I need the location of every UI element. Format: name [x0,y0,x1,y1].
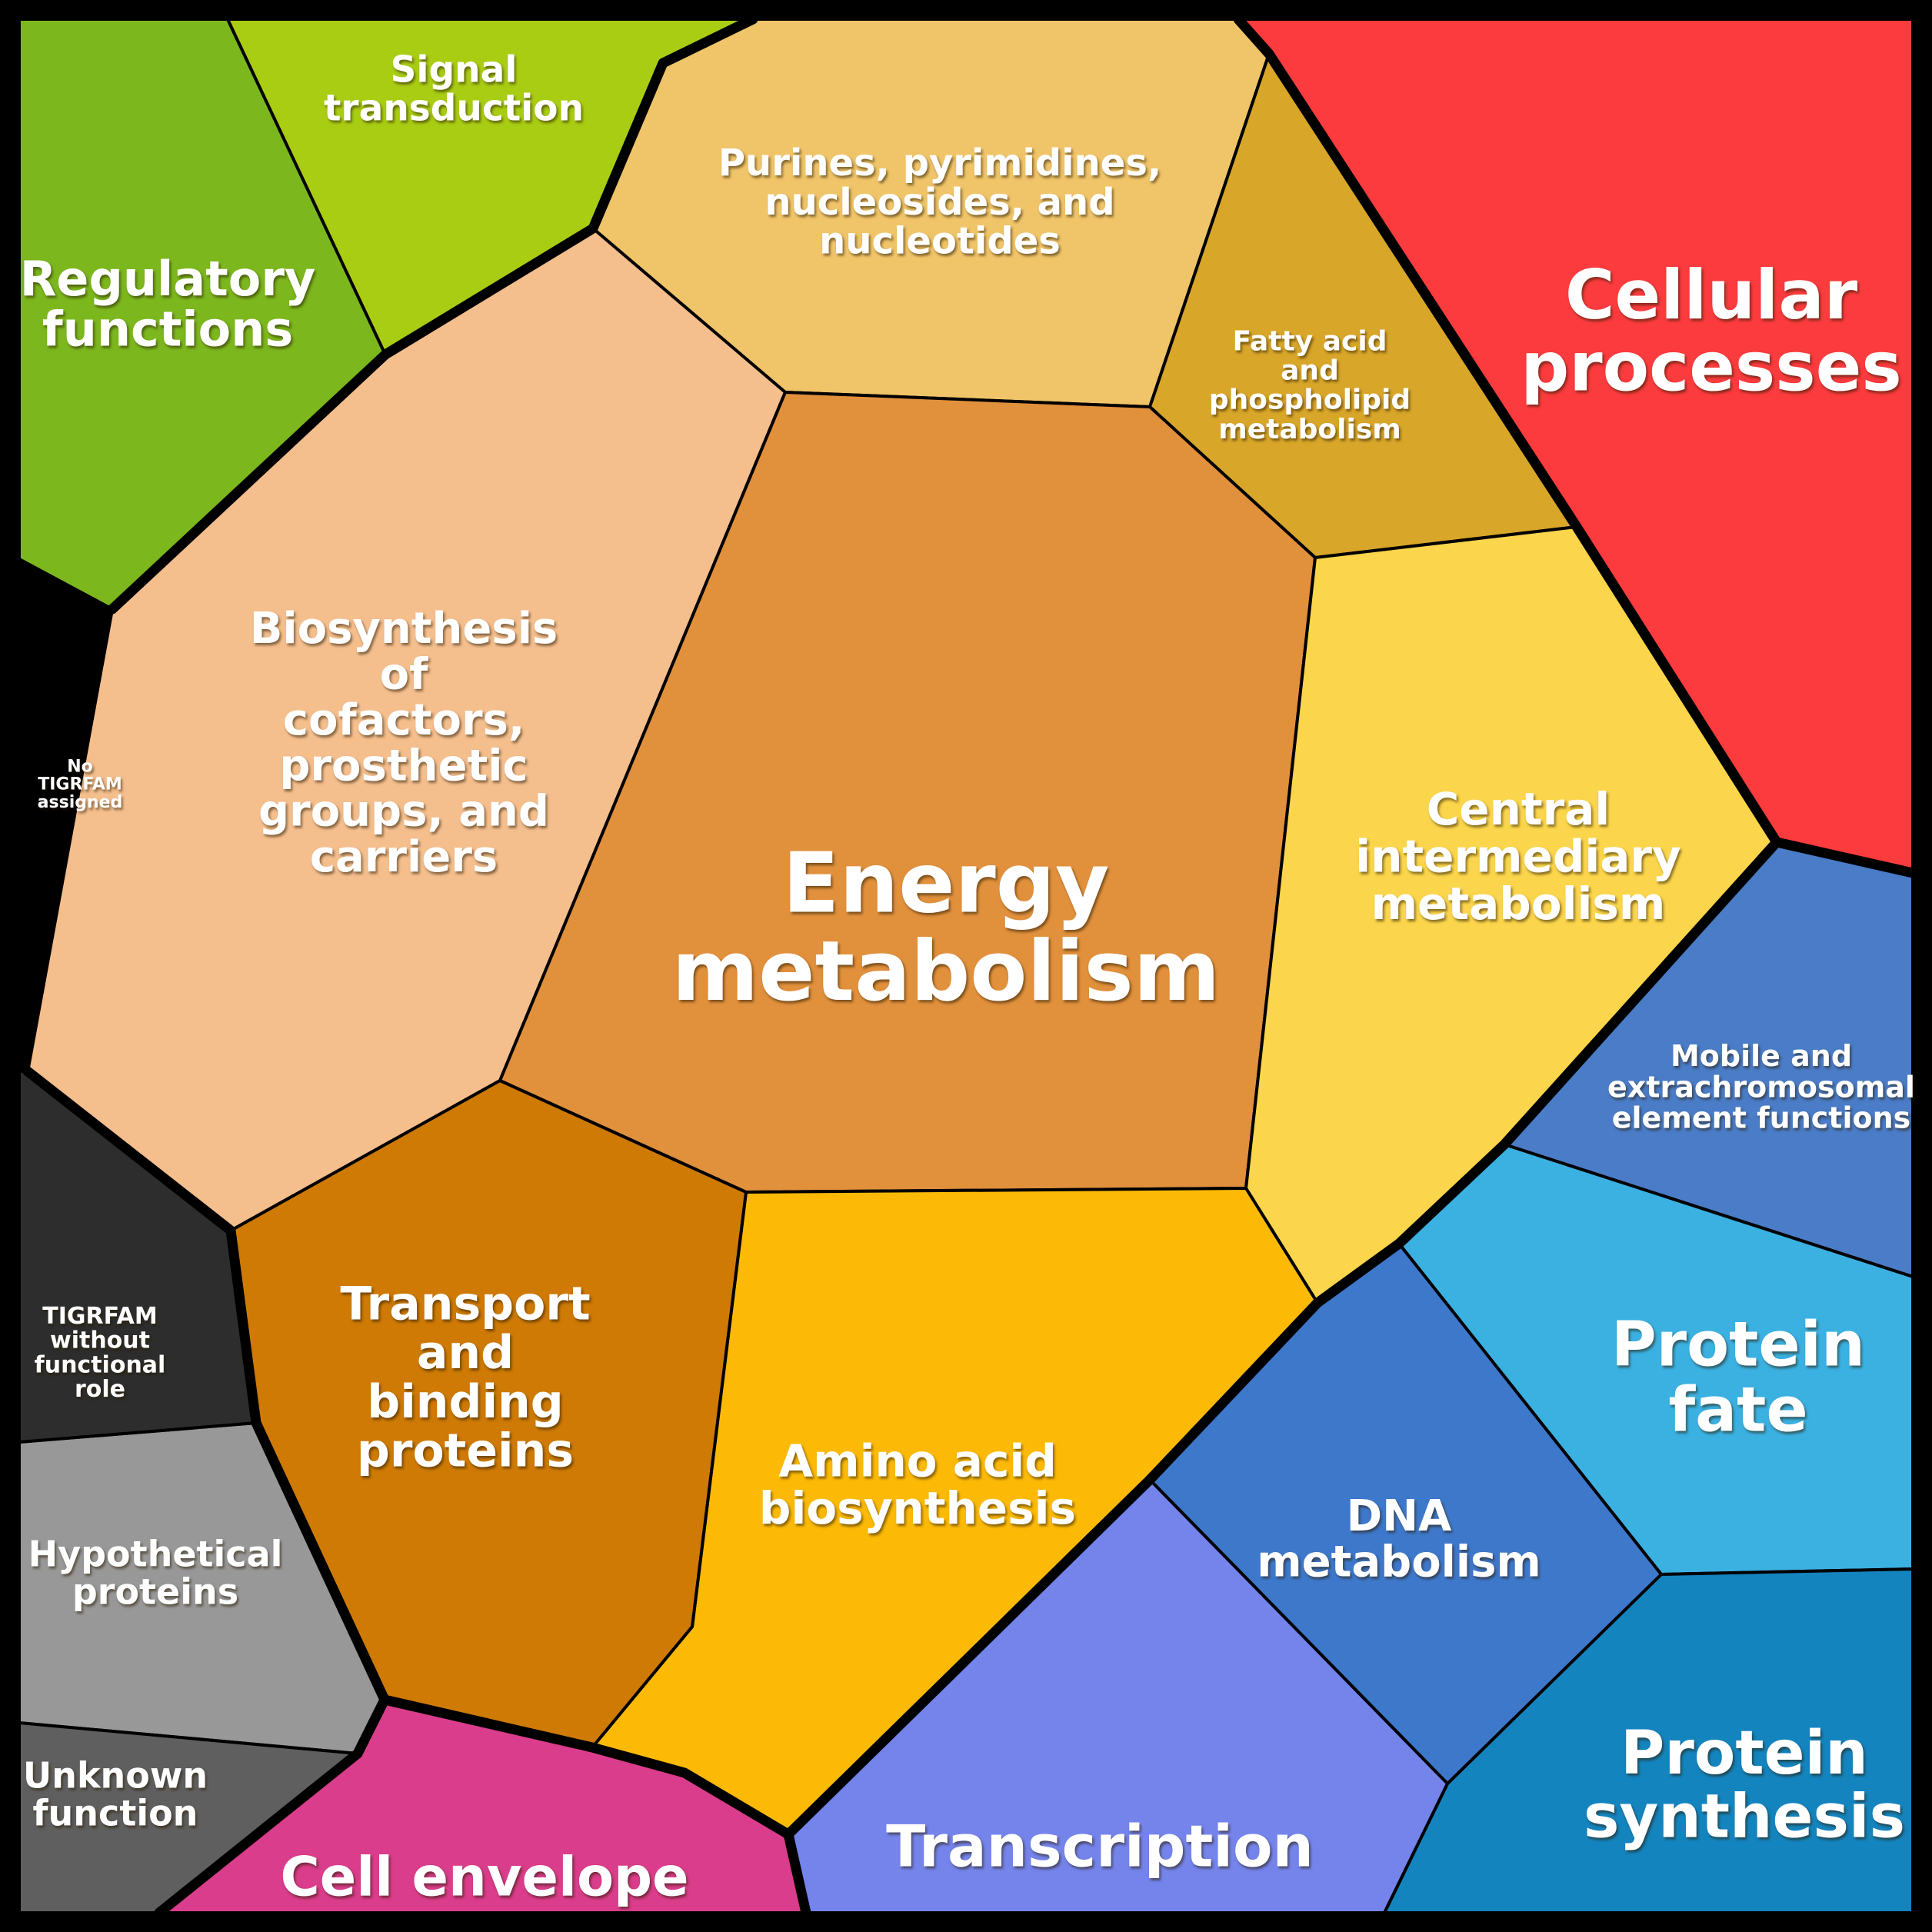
region-label-line: cofactors, [283,695,525,745]
region-label-line: Transport [340,1277,590,1331]
region-label-transport-binding-proteins: Transport and binding proteins [340,1277,590,1478]
region-label-transcription: Transcription [886,1812,1314,1880]
region-label-line: synthesis [1584,1783,1905,1852]
region-label-line: Cellular [1565,255,1858,335]
region-label-line: Hypothetical [28,1534,283,1575]
region-label-line: Cell envelope [280,1846,688,1909]
region-label-line: of [380,650,428,700]
group-boundary-green-group-edge [107,14,758,615]
region-label-line: DNA [1347,1491,1452,1541]
group-boundary-gray-group-edge [22,1066,390,1705]
region-label-line: metabolism [1218,414,1401,445]
region-label-mobile-extrachromosomal-element-functions: Mobile and extrachromosomal element functi… [1607,1039,1915,1135]
region-label-line: No [67,757,93,776]
region-label-line: metabolism [672,924,1221,1020]
region-label-line: proteins [357,1424,574,1477]
region-label-line: fate [1668,1374,1807,1445]
region-label-line: proteins [72,1571,238,1612]
region-label-regulatory-functions: Regulatory functions [20,251,316,358]
region-label-cell-envelope: Cell envelope [280,1846,688,1909]
region-label-line: metabolism [1371,878,1666,930]
group-boundary-pink-amino-edge [379,1694,794,1840]
region-label-line: groups, and [258,787,549,837]
region-label-line: Biosynthesis [250,604,558,654]
region-label-dna-metabolism: DNA metabolism [1257,1491,1541,1587]
region-label-line: Amino acid [778,1435,1056,1487]
region-label-line: processes [1521,327,1902,406]
region-label-hypothetical-proteins: Hypothetical proteins [28,1534,283,1613]
region-label-protein-synthesis: Protein synthesis [1584,1719,1905,1852]
region-label-line: nucleotides [819,220,1061,263]
region-label-line: binding [367,1375,563,1429]
region-label-line: Transcription [886,1812,1314,1880]
region-label-line: element functions [1612,1101,1911,1135]
region-label-line: functions [42,301,294,358]
group-boundary-pink-gray-edge [154,1694,390,1918]
region-label-line: Protein [1621,1719,1868,1788]
region-label-line: Energy [783,836,1110,932]
region-label-line: biosynthesis [759,1482,1076,1534]
region-label-fatty-acid-phospholipid-metabolism: Fatty acid and phospholipid metabolism [1209,325,1411,445]
region-label-line: without [50,1327,150,1354]
region-label-line: Signal [391,49,518,92]
region-label-central-intermediary-metabolism: Central intermediary metabolism [1355,783,1681,930]
region-label-protein-fate: Protein fate [1611,1309,1865,1446]
region-label-line: metabolism [1257,1537,1541,1587]
region-label-line: TIGRFAM [42,1303,157,1330]
region-label-line: role [75,1376,125,1403]
group-boundary-red-group-edge [1233,14,1918,878]
region-label-line: prosthetic [279,741,528,791]
region-label-cellular-processes: Cellular processes [1521,255,1902,406]
region-label-signal-transduction: Signal transduction [324,49,584,130]
region-label-line: TIGRFAM [38,775,122,794]
region-label-line: Protein [1611,1309,1865,1381]
region-label-energy-metabolism: Energy metabolism [672,836,1221,1020]
region-label-no-tigrfam-assigned: No TIGRFAM assigned [38,757,123,812]
region-label-line: intermediary [1355,830,1681,882]
region-label-line: transduction [324,87,584,129]
region-label-line: extrachromosomal [1607,1070,1915,1104]
region-label-line: carriers [310,832,498,882]
region-label-line: and [1281,355,1339,387]
region-label-biosynthesis-cofactors-prosthetic-groups-carriers: Biosynthesis of cofactors, prosthetic groups… [250,604,558,882]
region-label-tigrfam-without-functional-role: TIGRFAM without functional role [35,1303,166,1403]
region-label-line: nucleosides, and [764,181,1114,224]
region-label-line: Central [1427,783,1611,835]
region-label-line: function [33,1792,198,1834]
region-label-purines-pyrimidines-nucleosides-nucleotides: Purines, pyrimidines, nucleosides, and nuc… [718,142,1161,263]
region-label-line: assigned [38,793,123,812]
region-label-line: Mobile and [1671,1039,1852,1073]
region-label-line: Unknown [23,1755,208,1797]
region-label-line: functional [35,1351,166,1378]
region-label-line: Regulatory [20,251,316,307]
region-label-line: Purines, pyrimidines, [718,142,1161,185]
region-label-unknown-function: Unknown function [23,1755,208,1834]
region-label-line: Fatty acid [1233,325,1387,357]
region-label-line: and [417,1326,514,1380]
region-label-line: phospholipid [1209,385,1411,416]
region-label-amino-acid-biosynthesis: Amino acid biosynthesis [759,1435,1076,1534]
